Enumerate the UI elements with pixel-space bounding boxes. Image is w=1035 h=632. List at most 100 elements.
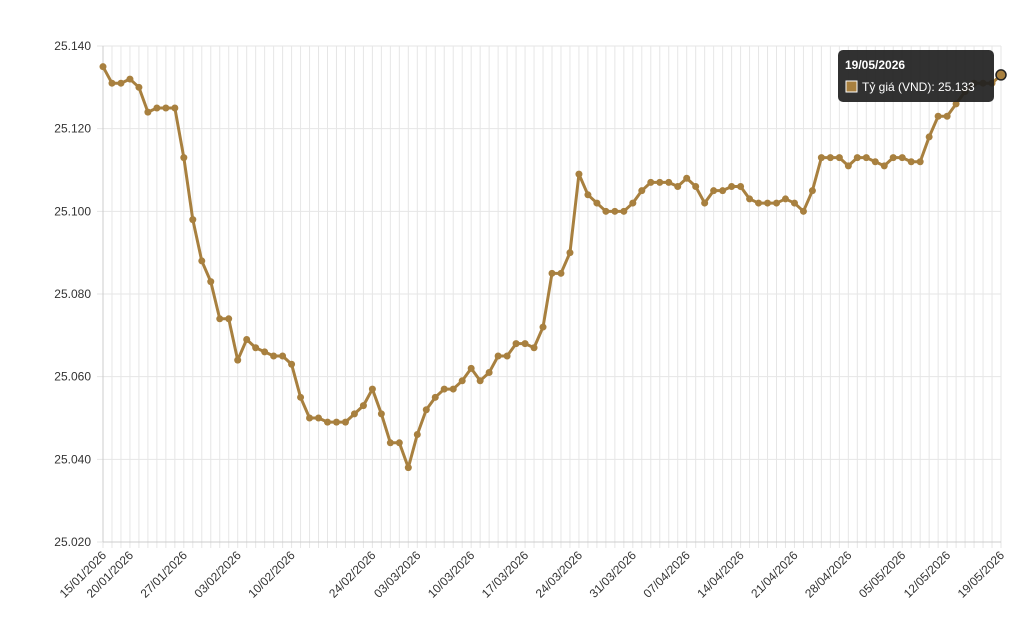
y-tick-label: 25.060: [54, 370, 91, 384]
point: [108, 79, 116, 87]
point: [288, 360, 296, 368]
point: [692, 183, 700, 191]
point: [126, 75, 134, 83]
point: [279, 352, 287, 360]
point: [889, 154, 897, 162]
point: [728, 183, 736, 191]
x-tick-label: 19/05/2026: [955, 548, 1008, 601]
point: [799, 207, 807, 215]
point: [907, 158, 915, 166]
point: [755, 199, 763, 207]
x-tick-label: 17/03/2026: [479, 548, 532, 601]
point: [539, 323, 547, 331]
tooltip-box: [838, 50, 994, 102]
point: [665, 178, 673, 186]
point: [781, 195, 789, 203]
point: [943, 112, 951, 120]
point: [440, 385, 448, 393]
point: [216, 315, 224, 323]
point: [790, 199, 798, 207]
point: [683, 174, 691, 182]
x-tick-label: 31/03/2026: [587, 548, 640, 601]
x-tick-label: 14/04/2026: [694, 548, 747, 601]
point: [512, 340, 520, 348]
point: [467, 364, 475, 372]
point: [368, 385, 376, 393]
point: [350, 410, 358, 418]
y-tick-label: 25.020: [54, 535, 91, 549]
point: [611, 207, 619, 215]
point: [494, 352, 502, 360]
point: [521, 340, 529, 348]
point: [602, 207, 610, 215]
point: [162, 104, 170, 112]
point: [207, 278, 215, 286]
x-tick-label: 28/04/2026: [802, 548, 855, 601]
y-tick-label: 25.040: [54, 452, 91, 466]
point: [99, 63, 107, 71]
x-tick-label: 03/02/2026: [191, 548, 244, 601]
x-tick-label: 27/01/2026: [138, 548, 191, 601]
hover-point: [995, 69, 1007, 81]
point: [413, 431, 421, 439]
point: [871, 158, 879, 166]
point: [880, 162, 888, 170]
point: [234, 356, 242, 364]
point: [844, 162, 852, 170]
point: [332, 418, 340, 426]
point: [431, 393, 439, 401]
point: [593, 199, 601, 207]
x-tick-label: 24/03/2026: [533, 548, 586, 601]
point: [306, 414, 314, 422]
x-tick-label: 10/02/2026: [245, 548, 298, 601]
x-tick-label: 03/03/2026: [371, 548, 424, 601]
point: [341, 418, 349, 426]
point: [701, 199, 709, 207]
point: [377, 410, 385, 418]
point: [566, 249, 574, 257]
y-tick-label: 25.080: [54, 287, 91, 301]
point: [575, 170, 583, 178]
point: [324, 418, 331, 426]
point: [180, 154, 188, 162]
point: [916, 158, 924, 166]
point: [270, 352, 278, 360]
point: [225, 315, 233, 323]
point: [135, 83, 143, 91]
point: [297, 393, 305, 401]
point: [952, 100, 960, 108]
y-tick-label: 25.120: [54, 122, 91, 136]
point: [674, 183, 682, 191]
point: [548, 269, 556, 277]
point: [584, 191, 592, 199]
point: [252, 344, 260, 352]
point: [746, 195, 754, 203]
point: [144, 108, 152, 116]
point: [530, 344, 538, 352]
point: [503, 352, 511, 360]
point: [153, 104, 161, 112]
tooltip-text: Tỷ giá (VND): 25.133: [862, 80, 975, 94]
x-tick-label: 12/05/2026: [901, 548, 954, 601]
point: [198, 257, 206, 265]
point: [557, 269, 565, 277]
point: [171, 104, 179, 112]
tooltip-swatch: [845, 80, 858, 93]
point: [243, 335, 251, 343]
point: [925, 133, 933, 141]
point: [826, 154, 834, 162]
point: [189, 216, 197, 224]
y-tick-label: 25.140: [54, 39, 91, 53]
point: [395, 439, 403, 447]
point: [404, 464, 412, 472]
point: [737, 183, 745, 191]
point: [449, 385, 457, 393]
point: [485, 369, 493, 377]
point: [422, 406, 430, 414]
point: [458, 377, 466, 385]
point: [629, 199, 637, 207]
point: [853, 154, 861, 162]
point: [898, 154, 906, 162]
point: [315, 414, 323, 422]
